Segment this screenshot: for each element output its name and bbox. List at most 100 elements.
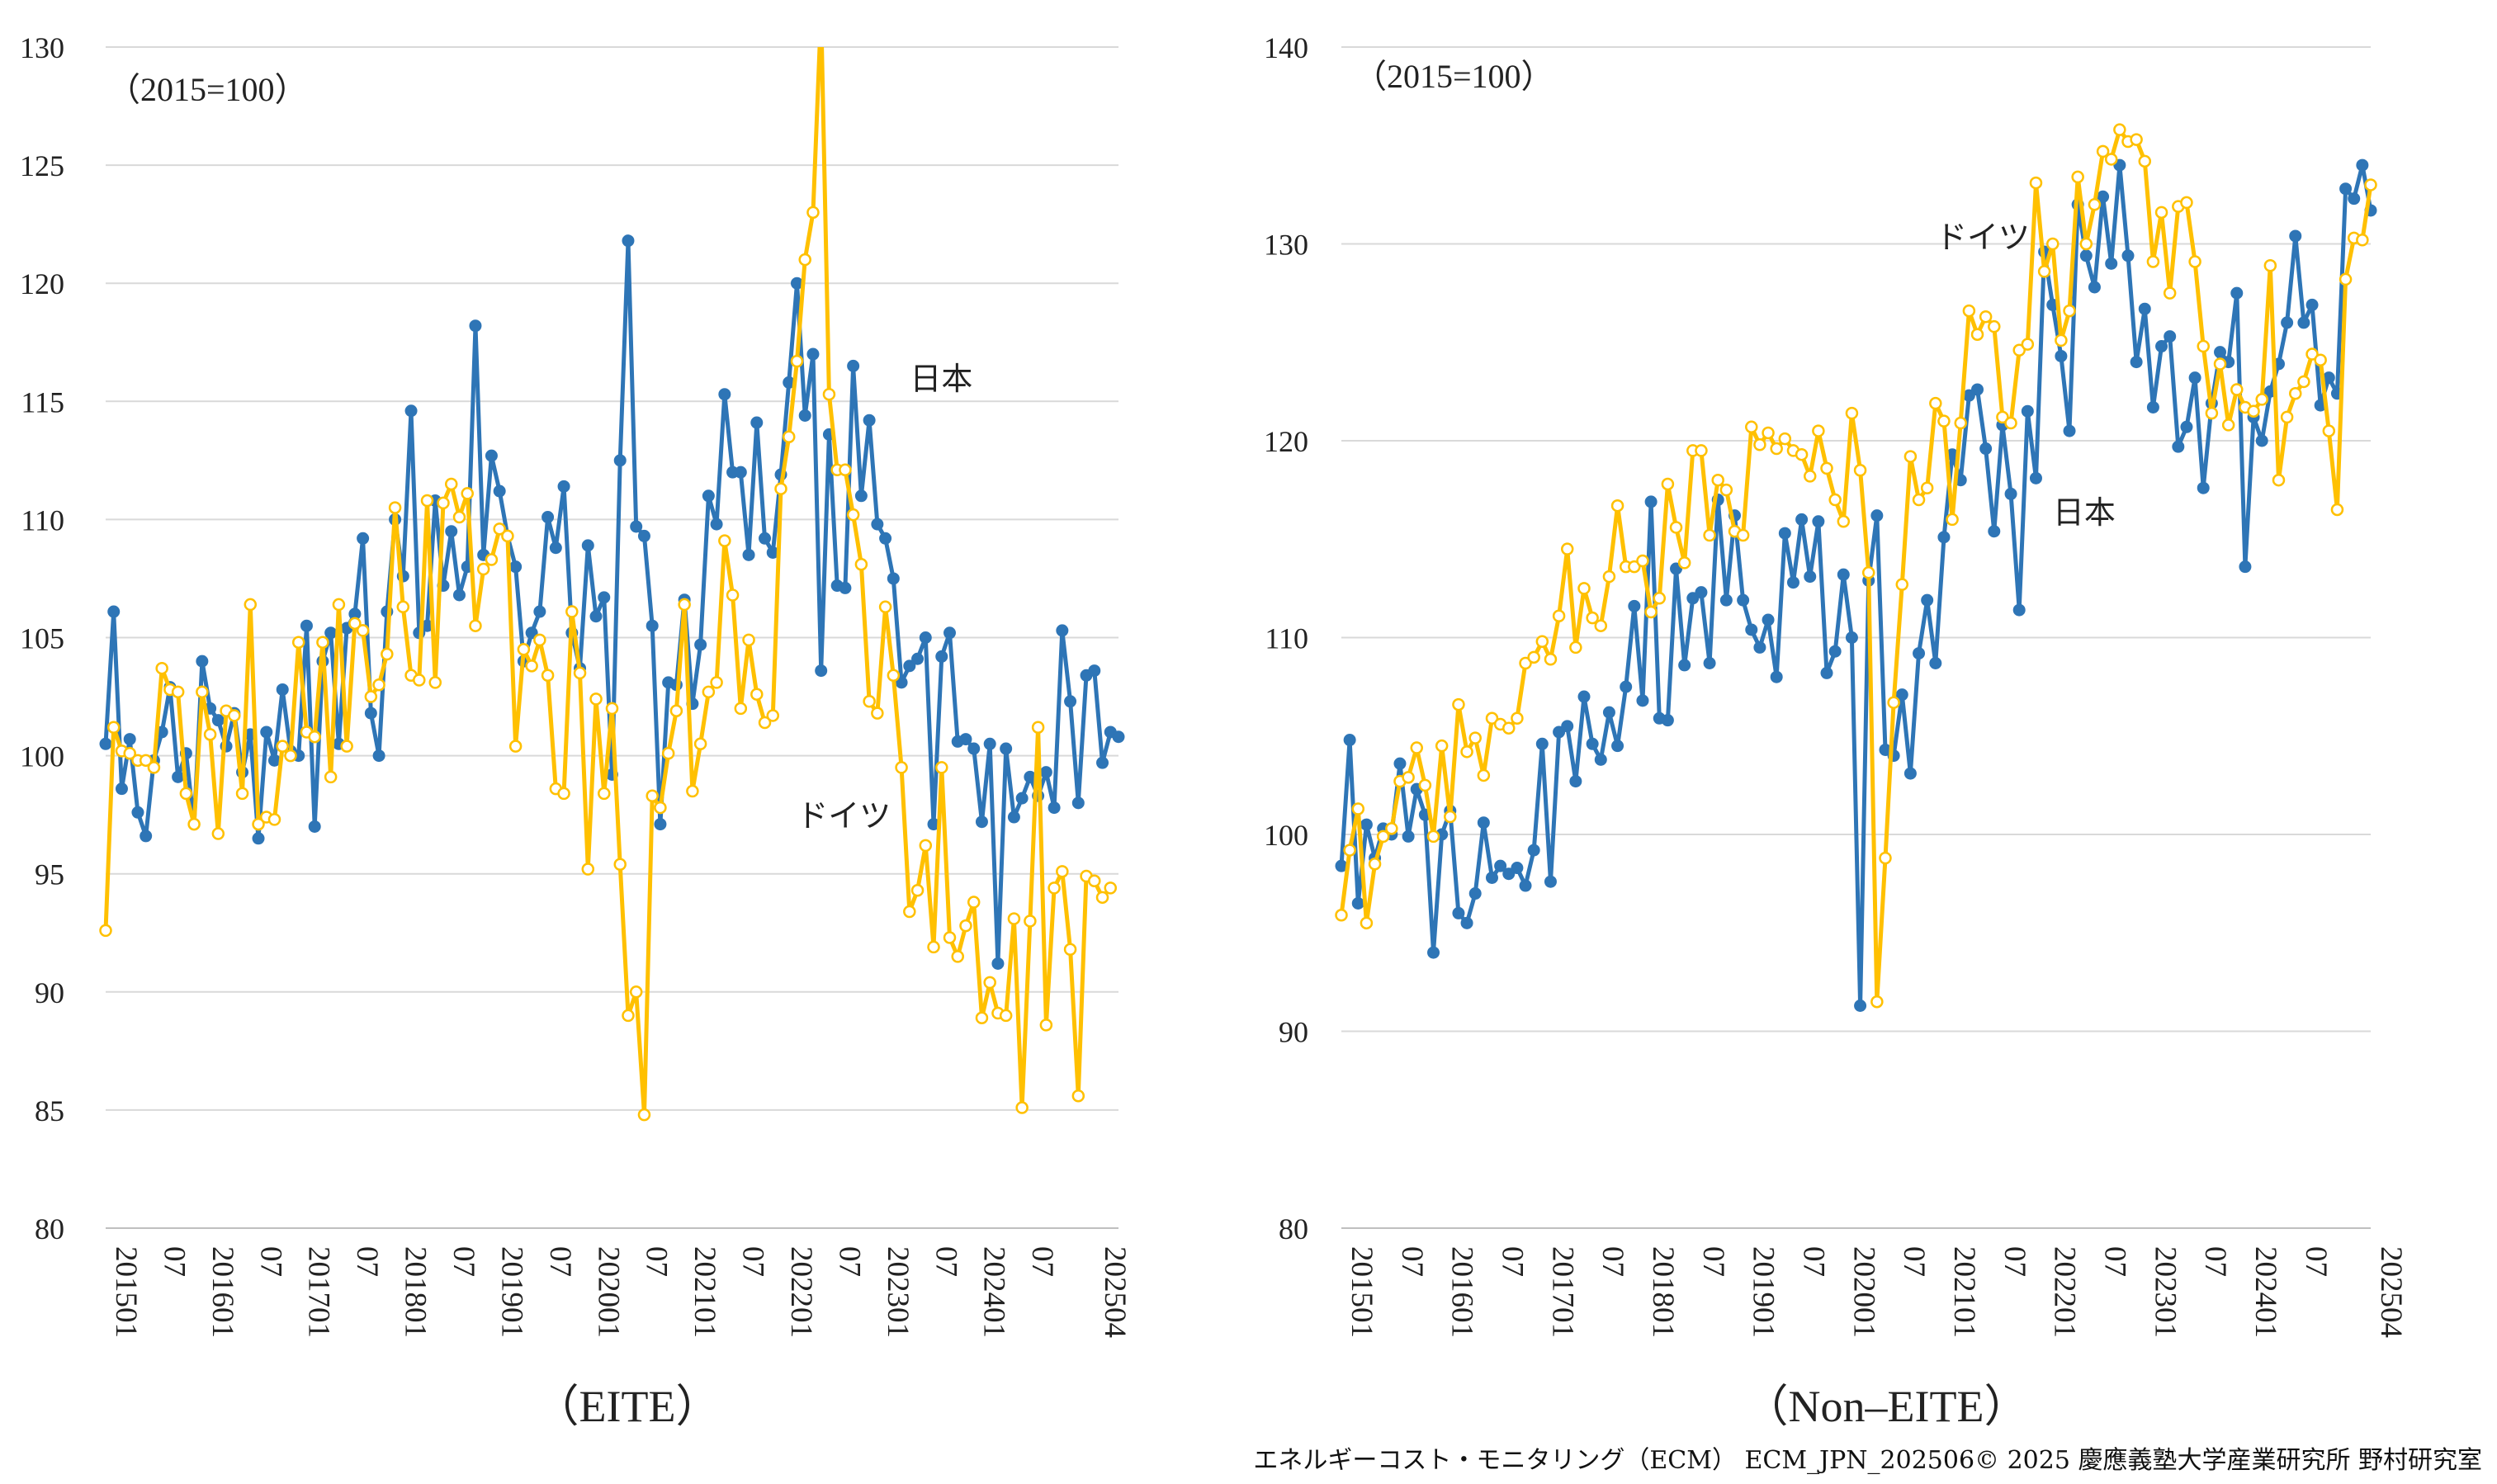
data-point <box>1937 531 1951 544</box>
data-point <box>211 827 225 840</box>
data-point <box>1402 771 1415 784</box>
x-tick-label: 201801 <box>1646 1246 1680 1338</box>
data-point <box>903 659 916 673</box>
x-tick-label: 07 <box>1897 1246 1931 1277</box>
data-point <box>2348 192 2361 206</box>
data-point <box>388 501 402 514</box>
data-point <box>1477 816 1490 829</box>
data-point <box>2330 503 2344 517</box>
x-tick-label: 07 <box>543 1246 577 1277</box>
data-point <box>2004 416 2017 430</box>
data-point <box>2130 356 2143 369</box>
data-point <box>404 404 418 418</box>
data-point <box>396 600 410 614</box>
data-point <box>694 638 707 651</box>
data-point <box>903 905 916 919</box>
data-point <box>420 494 434 508</box>
series-germany <box>1335 123 2377 1009</box>
data-point <box>356 624 370 637</box>
data-point <box>268 754 281 767</box>
data-point <box>798 253 811 267</box>
data-point <box>244 598 258 612</box>
x-tick-label: 07 <box>1025 1246 1059 1277</box>
y-tick-label: 115 <box>21 385 64 418</box>
x-tick-label: 202504 <box>2374 1246 2408 1338</box>
data-point <box>1351 802 1365 815</box>
data-point <box>1979 310 1993 324</box>
data-point <box>324 626 338 640</box>
data-point <box>2197 481 2210 494</box>
data-point <box>1511 711 1524 725</box>
data-point <box>654 801 667 815</box>
y-tick-label: 100 <box>1264 819 1308 852</box>
y-tick-label: 130 <box>20 31 64 64</box>
data-point <box>806 347 820 361</box>
data-point <box>196 685 209 699</box>
data-point <box>340 740 353 753</box>
data-point <box>654 818 667 831</box>
data-point <box>1719 593 1733 607</box>
series-japan <box>1335 158 2377 1012</box>
data-point <box>1745 623 1758 636</box>
data-point <box>1586 737 1599 750</box>
data-point <box>308 730 321 744</box>
data-point <box>1435 739 1449 753</box>
data-point <box>196 655 209 668</box>
data-point <box>140 829 153 843</box>
data-point <box>2138 154 2152 168</box>
data-point <box>1418 778 1432 792</box>
data-point <box>1795 513 1809 526</box>
data-point <box>822 387 836 401</box>
base-note: （2015=100） <box>107 71 308 108</box>
data-point <box>2339 182 2353 196</box>
data-point <box>1804 570 1817 584</box>
data-point <box>1460 916 1473 929</box>
data-point <box>2154 206 2168 220</box>
chart-eite: 80 85 90 95 100 105 110 115 120 125 130 201501 07 201… <box>20 31 1132 1431</box>
data-point <box>1812 515 1825 528</box>
data-point <box>2037 265 2051 278</box>
data-point <box>517 643 531 656</box>
y-tick-label: 125 <box>20 149 64 182</box>
data-point <box>718 388 731 401</box>
x-tick-label: 07 <box>1696 1246 1730 1277</box>
data-point <box>1468 887 1482 900</box>
data-point <box>863 695 876 708</box>
data-point <box>452 588 466 602</box>
data-point <box>2322 424 2336 437</box>
y-tick-label: 100 <box>20 740 64 773</box>
data-point <box>1393 757 1407 770</box>
data-point <box>2247 404 2260 418</box>
data-point <box>485 449 498 462</box>
data-point <box>1879 851 1892 865</box>
data-point <box>428 676 442 689</box>
data-point <box>790 354 804 368</box>
data-point <box>1828 645 1842 658</box>
data-point <box>1903 767 1917 780</box>
data-point <box>2079 237 2093 251</box>
data-point <box>1071 1089 1085 1103</box>
data-point <box>1519 656 1532 670</box>
data-point <box>316 636 329 649</box>
data-point <box>1946 513 1959 527</box>
data-point <box>605 702 619 716</box>
x-tick-label: 07 <box>2198 1246 2232 1277</box>
data-point <box>1962 304 1976 318</box>
data-point <box>846 508 860 522</box>
data-point <box>1376 829 1390 844</box>
data-point <box>742 633 755 647</box>
x-tick-label: 07 <box>157 1246 191 1277</box>
data-point <box>1970 328 1984 341</box>
data-point <box>887 669 901 683</box>
data-point <box>1031 721 1045 735</box>
series-annotation: ドイツ <box>1936 219 2030 255</box>
data-point <box>509 560 523 574</box>
data-point <box>766 709 780 722</box>
data-point <box>1007 912 1021 925</box>
data-point <box>2113 123 2126 136</box>
data-point <box>1410 741 1423 754</box>
data-point <box>2205 406 2219 420</box>
data-point <box>1719 483 1733 497</box>
data-point <box>2055 349 2068 362</box>
data-point <box>1502 721 1516 735</box>
